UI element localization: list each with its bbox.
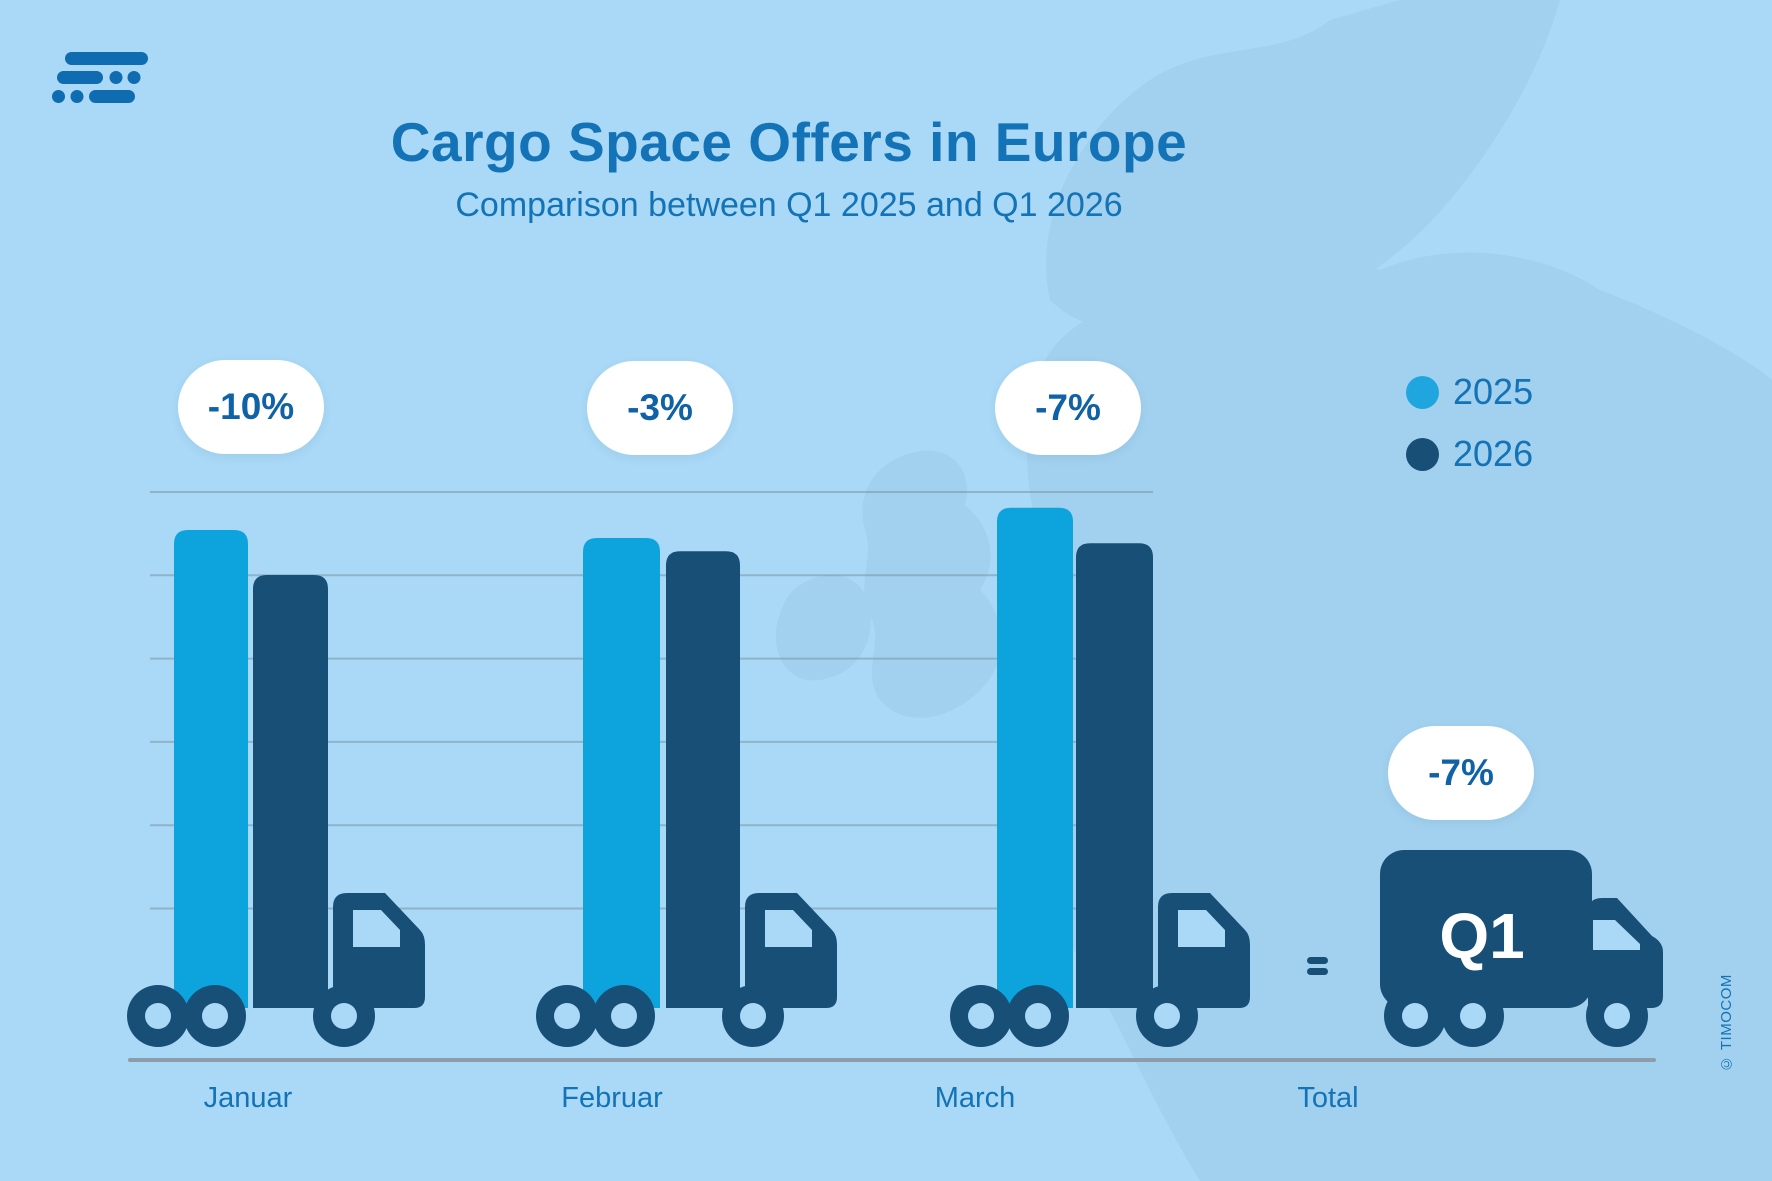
bar-2025 xyxy=(997,507,1073,1008)
truck-wheel-hub xyxy=(740,1003,766,1029)
total-truck-body xyxy=(1380,850,1592,1008)
truck-wheel-hub xyxy=(1402,1003,1428,1029)
truck-march xyxy=(950,507,1250,1047)
truck-wheel-hub xyxy=(331,1003,357,1029)
map-italy xyxy=(1235,637,1345,889)
map-great-britain xyxy=(862,450,1002,718)
axis-label-februar: Februar xyxy=(561,1082,663,1114)
legend-item-2025: 2025 xyxy=(1406,371,1534,412)
bar-2025 xyxy=(583,537,660,1008)
legend-label-2026: 2026 xyxy=(1453,433,1534,474)
truck-wheel-hub xyxy=(554,1003,580,1029)
truck-wheel-hub xyxy=(611,1003,637,1029)
truck-wheel-hub xyxy=(1460,1003,1486,1029)
truck-wheel-hub xyxy=(202,1003,228,1029)
percent-badge-januar: -10% xyxy=(178,360,324,454)
legend-dot-2025 xyxy=(1406,375,1439,409)
x-axis-baseline xyxy=(128,1058,1656,1062)
truck-januar xyxy=(127,530,425,1047)
page-title: Cargo Space Offers in Europe xyxy=(390,111,1188,173)
bar-2026 xyxy=(1076,543,1153,1008)
truck-wheel-hub xyxy=(1154,1003,1180,1029)
total-truck-window xyxy=(1593,920,1640,950)
truck-cab-window xyxy=(1178,910,1225,947)
axis-label-januar: Januar xyxy=(203,1082,293,1114)
page-subtitle: Comparison between Q1 2025 and Q1 2026 xyxy=(455,186,1123,224)
legend-item-2026: 2026 xyxy=(1406,433,1534,474)
map-scandinavia xyxy=(1046,0,1560,332)
equals-bar xyxy=(1307,957,1328,964)
truck-cab-window xyxy=(353,910,400,947)
legend-dot-2026 xyxy=(1406,437,1439,471)
bar-2026 xyxy=(253,575,328,1008)
legend-label-2025: 2025 xyxy=(1453,371,1534,412)
percent-badge-februar: -3% xyxy=(587,361,733,455)
truck-wheel-hub xyxy=(1604,1003,1630,1029)
truck-total: Q1 xyxy=(1380,850,1663,1047)
truck-wheel-hub xyxy=(145,1003,171,1029)
axis-label-total: Total xyxy=(1297,1082,1359,1114)
percent-badge-march: -7% xyxy=(995,361,1141,455)
truck-wheel-hub xyxy=(1025,1003,1051,1029)
percent-badge-total: -7% xyxy=(1388,726,1534,820)
truck-februar xyxy=(536,537,837,1047)
bar-2026 xyxy=(666,551,740,1008)
bar-2025 xyxy=(174,530,248,1008)
timocom-logo xyxy=(52,52,148,103)
total-truck-q1-label: Q1 xyxy=(1439,900,1524,972)
truck-wheel-hub xyxy=(968,1003,994,1029)
legend: 2025 2026 xyxy=(1406,371,1534,496)
map-ireland xyxy=(775,574,871,681)
copyright-note: © TIMOCOM xyxy=(1718,974,1735,1072)
truck-cab-window xyxy=(765,910,812,947)
equals-bar xyxy=(1307,968,1328,975)
axis-label-march: March xyxy=(934,1082,1016,1114)
equals-sign xyxy=(1307,957,1328,975)
